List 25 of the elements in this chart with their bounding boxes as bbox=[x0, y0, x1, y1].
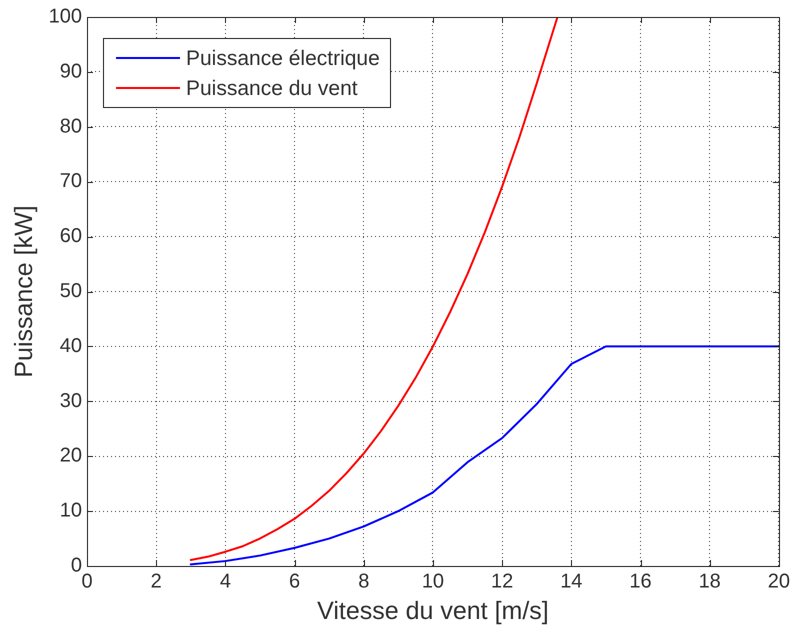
x-tick-label: 2 bbox=[150, 570, 162, 593]
x-axis-title: Vitesse du vent [m/s] bbox=[317, 596, 549, 625]
y-tick-label: 30 bbox=[60, 390, 82, 412]
y-tick-label: 10 bbox=[60, 500, 82, 522]
y-tick-label: 0 bbox=[70, 554, 82, 577]
x-tick-label: 12 bbox=[491, 570, 514, 593]
y-tick-label: 40 bbox=[60, 334, 82, 357]
y-axis-title: Puissance [kW] bbox=[10, 205, 38, 378]
x-tick-label: 6 bbox=[289, 570, 300, 593]
x-tick-label: 10 bbox=[422, 570, 444, 593]
x-tick-label: 20 bbox=[768, 570, 790, 593]
y-tick-label: 100 bbox=[48, 6, 82, 28]
x-tick-label: 14 bbox=[560, 570, 582, 593]
x-tick-label: 4 bbox=[220, 570, 231, 593]
y-tick-label: 50 bbox=[60, 280, 82, 302]
y-tick-label: 70 bbox=[60, 170, 82, 192]
y-tick-label: 80 bbox=[60, 115, 82, 138]
legend-label: Puissance du vent bbox=[186, 76, 358, 100]
y-tick-label: 60 bbox=[60, 225, 82, 248]
legend-label: Puissance électrique bbox=[186, 46, 380, 70]
x-tick-label: 18 bbox=[698, 570, 721, 593]
x-tick-label: 16 bbox=[629, 570, 652, 593]
x-tick-label: 8 bbox=[358, 570, 370, 593]
y-tick-label: 20 bbox=[60, 444, 82, 467]
y-tick-label: 90 bbox=[60, 60, 82, 82]
